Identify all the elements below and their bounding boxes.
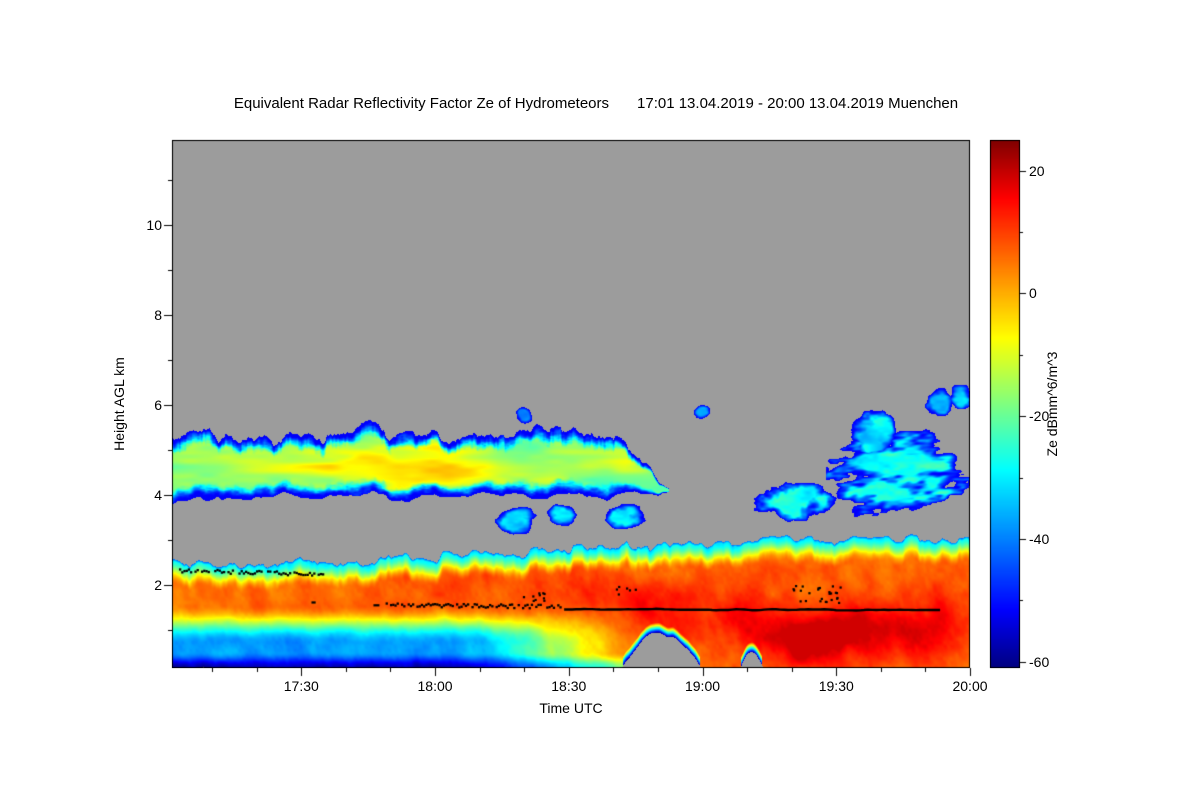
chart-title: Equivalent Radar Reflectivity Factor Ze … (0, 95, 1192, 112)
x-tick-label: 20:00 (952, 678, 988, 694)
colorbar-tick-label: 20 (1029, 162, 1045, 179)
colorbar-canvas (990, 140, 1020, 668)
colorbar-tick-label: 0 (1029, 285, 1037, 302)
x-tick-label: 19:30 (818, 678, 854, 694)
colorbar-tick-label: -40 (1029, 531, 1050, 548)
chart-title-main: Equivalent Radar Reflectivity Factor Ze … (233, 95, 610, 112)
x-tick-label: 18:30 (551, 678, 587, 694)
y-tick-label: 4 (154, 486, 162, 503)
colorbar-label: Ze dBmm^6/m^3 (1044, 351, 1060, 457)
y-tick-label: 8 (154, 307, 162, 324)
colorbar-tick-label: -20 (1029, 408, 1050, 425)
x-axis-label: Time UTC (539, 700, 603, 716)
heatmap-canvas (172, 140, 970, 668)
y-tick-label: 6 (154, 397, 162, 414)
y-tick-label: 2 (154, 576, 162, 593)
x-tick-label: 17:30 (283, 678, 319, 694)
x-tick-label: 18:00 (417, 678, 453, 694)
y-tick-label: 10 (146, 217, 162, 234)
x-tick-label: 19:00 (684, 678, 721, 694)
colorbar-tick-label: -60 (1029, 653, 1050, 670)
chart-title-period: 17:01 13.04.2019 - 20:00 13.04.2019 Muen… (637, 95, 959, 112)
